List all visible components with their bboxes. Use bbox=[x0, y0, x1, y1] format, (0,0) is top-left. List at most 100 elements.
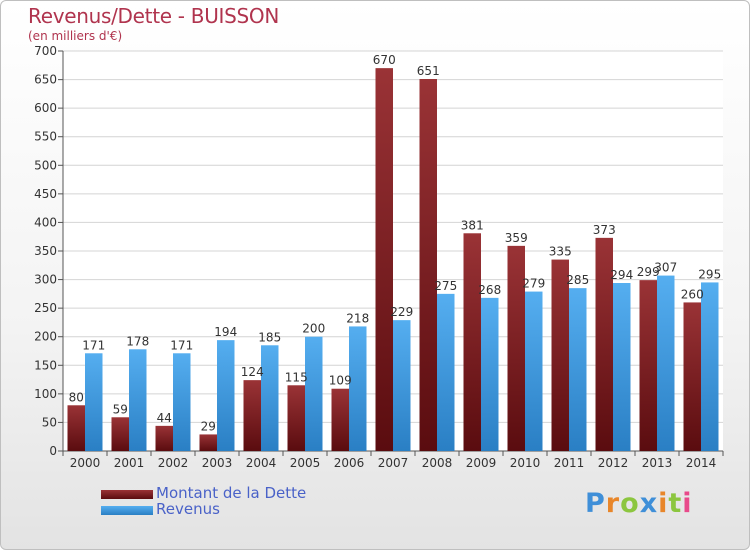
bars-layer bbox=[67, 68, 719, 452]
bar-dette bbox=[287, 385, 305, 451]
data-label-revenus: 178 bbox=[126, 334, 149, 348]
data-label-revenus: 295 bbox=[698, 267, 721, 281]
logo-letter: P bbox=[585, 488, 606, 519]
y-tick-label: 500 bbox=[34, 158, 57, 172]
x-tick-label: 2004 bbox=[246, 456, 277, 470]
y-tick-label: 50 bbox=[42, 415, 57, 429]
data-label-dette: 80 bbox=[69, 390, 84, 404]
logo-letter: i bbox=[682, 488, 693, 519]
bar-dette bbox=[67, 405, 85, 451]
bar-dette bbox=[551, 259, 569, 451]
bar-revenus bbox=[613, 283, 631, 451]
bar-revenus bbox=[393, 320, 411, 451]
bar-revenus bbox=[481, 297, 499, 451]
bar-dette bbox=[111, 417, 129, 451]
x-tick-label: 2014 bbox=[686, 456, 717, 470]
x-tick-label: 2013 bbox=[642, 456, 673, 470]
bar-dette bbox=[375, 68, 393, 452]
data-label-revenus: 279 bbox=[522, 277, 545, 291]
labels-layer: 0 50 100 150 200 250 300 350 400 450 500 550 600 650 7… bbox=[34, 44, 721, 470]
data-label-dette: 359 bbox=[505, 231, 528, 245]
data-label-dette: 335 bbox=[549, 245, 572, 259]
bar-dette bbox=[463, 233, 481, 451]
y-tick-label: 300 bbox=[34, 273, 57, 287]
bar-dette bbox=[507, 245, 525, 451]
y-tick-label: 200 bbox=[34, 330, 57, 344]
proxiti-logo: Proxiti bbox=[585, 488, 693, 519]
data-label-dette: 29 bbox=[201, 419, 216, 433]
x-tick-label: 2010 bbox=[510, 456, 541, 470]
data-label-dette: 59 bbox=[113, 402, 128, 416]
x-tick-label: 2000 bbox=[70, 456, 101, 470]
data-label-revenus: 185 bbox=[258, 330, 281, 344]
x-tick-label: 2008 bbox=[422, 456, 453, 470]
data-label-revenus: 171 bbox=[82, 338, 105, 352]
y-tick-label: 550 bbox=[34, 130, 57, 144]
bar-revenus bbox=[701, 282, 719, 451]
bar-dette bbox=[199, 434, 217, 451]
y-tick-label: 400 bbox=[34, 215, 57, 229]
data-label-dette: 373 bbox=[593, 223, 616, 237]
legend-label-dette: Montant de la Dette bbox=[156, 484, 307, 502]
y-tick-label: 0 bbox=[49, 444, 57, 458]
x-tick-label: 2012 bbox=[598, 456, 629, 470]
bar-revenus bbox=[525, 291, 543, 451]
x-tick-label: 2005 bbox=[290, 456, 321, 470]
bar-revenus bbox=[129, 349, 147, 451]
data-label-revenus: 285 bbox=[566, 273, 589, 287]
bar-revenus bbox=[569, 288, 587, 451]
logo-letter: x bbox=[639, 488, 659, 519]
data-label-revenus: 268 bbox=[478, 283, 501, 297]
bar-revenus bbox=[261, 345, 279, 451]
y-tick-label: 600 bbox=[34, 101, 57, 115]
legend-swatch-revenus bbox=[101, 506, 153, 515]
bar-dette bbox=[683, 302, 701, 451]
data-label-dette: 651 bbox=[417, 64, 440, 78]
logo-letter: t bbox=[668, 488, 683, 519]
data-label-dette: 115 bbox=[285, 370, 308, 384]
data-label-dette: 670 bbox=[373, 53, 396, 67]
bar-revenus bbox=[437, 293, 455, 451]
x-tick-label: 2011 bbox=[554, 456, 585, 470]
data-label-revenus: 294 bbox=[610, 268, 633, 282]
bar-dette bbox=[155, 425, 173, 451]
bar-revenus bbox=[657, 275, 675, 451]
bar-dette bbox=[595, 237, 613, 451]
y-tick-label: 700 bbox=[34, 44, 57, 58]
logo-letter: o bbox=[620, 488, 640, 519]
bar-dette bbox=[243, 380, 261, 451]
data-label-revenus: 275 bbox=[434, 279, 457, 293]
x-tick-label: 2001 bbox=[114, 456, 145, 470]
data-label-dette: 381 bbox=[461, 218, 484, 232]
bar-dette bbox=[419, 79, 437, 451]
data-label-dette: 109 bbox=[329, 374, 352, 388]
data-label-revenus: 171 bbox=[170, 338, 193, 352]
legend-label-revenus: Revenus bbox=[156, 500, 220, 518]
data-label-revenus: 200 bbox=[302, 322, 325, 336]
data-label-dette: 260 bbox=[681, 287, 704, 301]
bar-revenus bbox=[349, 326, 367, 451]
bar-revenus bbox=[173, 353, 191, 451]
y-tick-label: 150 bbox=[34, 358, 57, 372]
y-tick-label: 250 bbox=[34, 301, 57, 315]
data-label-revenus: 194 bbox=[214, 325, 237, 339]
data-label-revenus: 218 bbox=[346, 311, 369, 325]
x-tick-label: 2007 bbox=[378, 456, 409, 470]
bar-revenus bbox=[305, 336, 323, 451]
data-label-dette: 44 bbox=[157, 411, 172, 425]
data-label-revenus: 307 bbox=[654, 261, 677, 275]
bar-dette bbox=[331, 388, 349, 451]
chart-subtitle: (en milliers d'€) bbox=[28, 29, 123, 43]
data-label-dette: 124 bbox=[241, 365, 264, 379]
bar-dette bbox=[639, 280, 657, 451]
logo-letter: r bbox=[605, 488, 621, 519]
y-tick-label: 650 bbox=[34, 73, 57, 87]
x-tick-label: 2003 bbox=[202, 456, 233, 470]
legend-swatch-dette bbox=[101, 490, 153, 499]
x-tick-label: 2006 bbox=[334, 456, 365, 470]
chart-title: Revenus/Dette - BUISSON bbox=[28, 4, 280, 28]
data-label-dette: 299 bbox=[637, 265, 660, 279]
x-tick-label: 2009 bbox=[466, 456, 497, 470]
